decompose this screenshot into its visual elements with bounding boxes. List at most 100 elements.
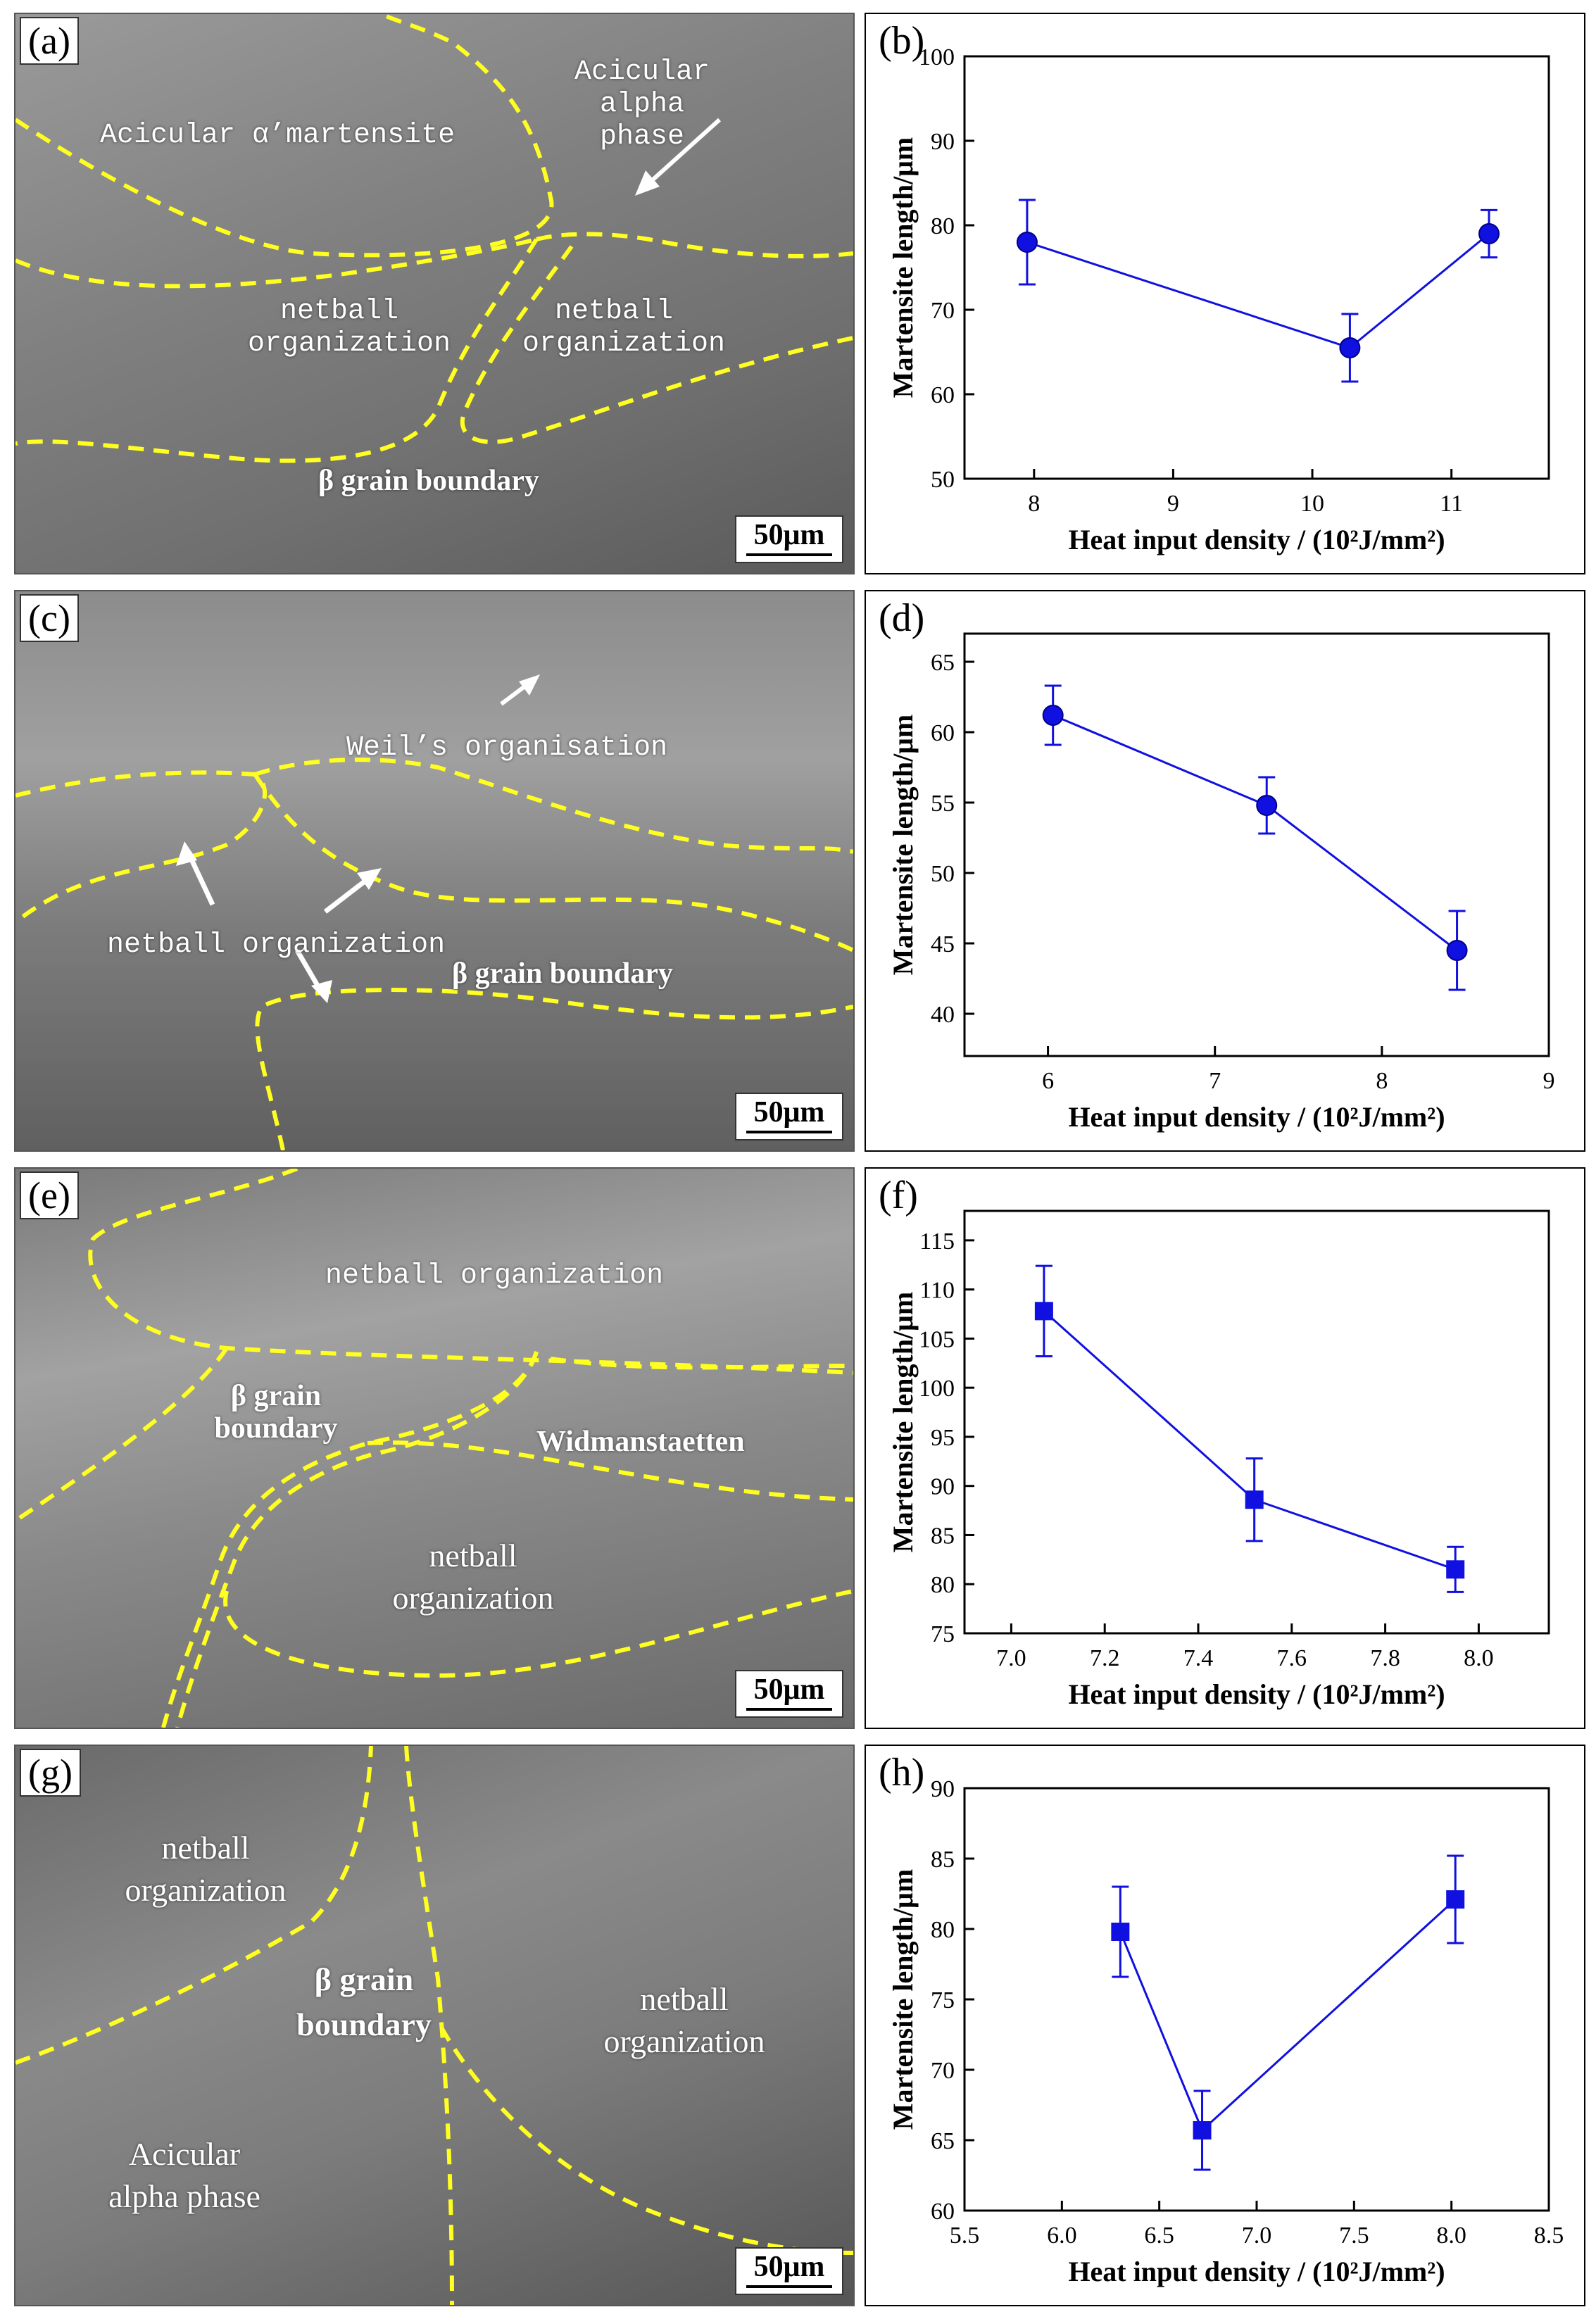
y-tick-label: 75 (931, 1987, 955, 2013)
annotation-widmanstaetten: Widmanstaetten (536, 1426, 745, 1458)
x-axis-label: Heat input density / (10²J/mm²) (1068, 1678, 1445, 1710)
data-point (1245, 1490, 1264, 1509)
annotation-acicular-alpha: Acicular alpha phase (574, 56, 710, 153)
x-tick-label: 7 (1209, 1068, 1221, 1094)
chart-h: 5.5 6.0 6.5 7.0 7.5 8.0 8.5 60 65 70 75 80 85 90 Heat … (865, 1745, 1585, 2306)
y-tick-label: 115 (919, 1228, 955, 1255)
panel-label-b: (b) (879, 19, 925, 63)
annotation-acicular-alpha-g: Acicular alpha phase (108, 2136, 260, 2214)
panel-label-g: (g) (20, 1749, 81, 1797)
y-tick-label: 100 (919, 1376, 955, 1402)
x-tick-label: 8 (1028, 491, 1040, 517)
data-point (1446, 940, 1468, 961)
x-tick-label: 7.8 (1370, 1645, 1400, 1671)
y-tick-label: 75 (931, 1621, 955, 1647)
series-line (1053, 714, 1458, 952)
annotation-weil: Weil’s organisation (346, 732, 668, 764)
series-line (1043, 1310, 1456, 1571)
y-tick-label: 85 (931, 1847, 955, 1873)
y-tick-label: 70 (931, 298, 955, 324)
data-point (1042, 705, 1064, 726)
x-tick-label: 6.0 (1047, 2223, 1077, 2249)
x-tick-label: 11 (1440, 491, 1463, 517)
series-line (1119, 1898, 1457, 2132)
plot-frame (963, 55, 1550, 480)
y-tick-label: 90 (931, 1474, 955, 1500)
series-line (1026, 232, 1490, 349)
annotation-netball-e2: netball organization (392, 1538, 554, 1616)
scale-bar-c: 50μm (735, 1093, 843, 1140)
y-tick-label: 80 (931, 213, 955, 239)
row-3: (e) netball organization β grain boundar… (0, 1155, 1596, 1732)
y-tick-label: 85 (931, 1523, 955, 1549)
annotation-netball-e1: netball organization (325, 1260, 664, 1292)
x-tick-label: 7.4 (1183, 1645, 1214, 1671)
panel-label-e: (e) (20, 1171, 79, 1219)
x-tick-label: 7.2 (1090, 1645, 1120, 1671)
x-tick-label: 8 (1376, 1068, 1388, 1094)
x-tick-label: 7.5 (1339, 2223, 1369, 2249)
y-tick-label: 50 (931, 467, 955, 493)
x-tick-label: 7.6 (1277, 1645, 1307, 1671)
boundary-lines-g (15, 1746, 853, 2305)
data-point (1339, 337, 1361, 358)
y-tick-label: 100 (919, 44, 955, 70)
row-4: (g) netball organization β grain boundar… (0, 1732, 1596, 2319)
x-tick-label: 7.0 (996, 1645, 1026, 1671)
x-tick-label: 6 (1042, 1068, 1054, 1094)
x-axis-label: Heat input density / (10²J/mm²) (1068, 1101, 1445, 1133)
micrograph-c: (c) Weil’s organisation netball organiza… (14, 590, 855, 1152)
chart-b: 8 9 10 11 50 60 70 80 90 100 Heat input density / … (865, 13, 1585, 574)
annotation-acicular-martensite: Acicular α’martensite (100, 120, 455, 151)
x-tick-label: 8.0 (1464, 1645, 1494, 1671)
boundary-lines-e (15, 1169, 853, 1728)
plot-frame (963, 632, 1550, 1057)
plot-frame (963, 1209, 1550, 1635)
data-point (1446, 1560, 1465, 1579)
y-tick-label: 95 (931, 1425, 955, 1451)
boundary-lines-c (15, 674, 853, 1150)
x-tick-label: 9 (1543, 1068, 1555, 1094)
panel-label-h: (h) (879, 1751, 925, 1795)
annotation-netball-1: netball organization (248, 296, 451, 360)
data-point (1193, 2121, 1212, 2139)
panel-label-c: (c) (20, 594, 79, 642)
data-point (1478, 223, 1500, 244)
y-tick-label: 60 (931, 2199, 955, 2225)
chart-svg-b: 8 9 10 11 50 60 70 80 90 100 Heat input density / … (887, 44, 1550, 555)
panel-label-a: (a) (20, 17, 79, 65)
y-tick-label: 40 (931, 1002, 955, 1028)
y-tick-label: 90 (931, 1776, 955, 1802)
x-tick-label: 10 (1300, 491, 1324, 517)
annotation-netball-2: netball organization (522, 296, 726, 360)
micrograph-e: (e) netball organization β grain boundar… (14, 1167, 855, 1729)
y-tick-label: 50 (931, 861, 955, 887)
y-tick-label: 65 (931, 2128, 955, 2154)
panel-label-f: (f) (879, 1174, 918, 1217)
micrograph-a: (a) Acicular α’martensite Acicular alpha… (14, 13, 855, 574)
data-point (1111, 1923, 1130, 1941)
y-tick-label: 70 (931, 2058, 955, 2084)
scale-bar-a: 50μm (735, 515, 843, 563)
annotation-netball-g1: netball organization (125, 1830, 287, 1908)
x-tick-label: 8.0 (1436, 2223, 1466, 2249)
scale-bar-e: 50μm (735, 1670, 843, 1718)
chart-svg-d: 6 7 8 9 40 45 50 55 60 65 Heat input density / (10… (887, 632, 1555, 1133)
x-tick-label: 6.5 (1144, 2223, 1174, 2249)
boundary-lines-a (15, 14, 853, 463)
chart-f: 7.0 7.2 7.4 7.6 7.8 8.0 75 80 85 90 95 100 105 110 115… (865, 1167, 1585, 1729)
annotation-beta-boundary-c: β grain boundary (452, 957, 673, 990)
row-2: (c) Weil’s organisation netball organiza… (0, 577, 1596, 1155)
x-tick-label: 7.0 (1242, 2223, 1272, 2249)
y-tick-label: 80 (931, 1917, 955, 1943)
y-tick-label: 55 (931, 791, 955, 817)
x-tick-label: 5.5 (950, 2223, 980, 2249)
x-tick-label: 9 (1167, 491, 1179, 517)
annotation-beta-boundary: β grain boundary (318, 465, 539, 497)
scale-bar-g: 50μm (735, 2247, 843, 2295)
data-point (1256, 795, 1278, 816)
data-point (1016, 232, 1038, 253)
y-tick-label: 90 (931, 129, 955, 155)
y-axis-label: Martensite length/μm (887, 1869, 919, 2130)
annotation-netball-g2: netball organization (603, 1981, 765, 2059)
